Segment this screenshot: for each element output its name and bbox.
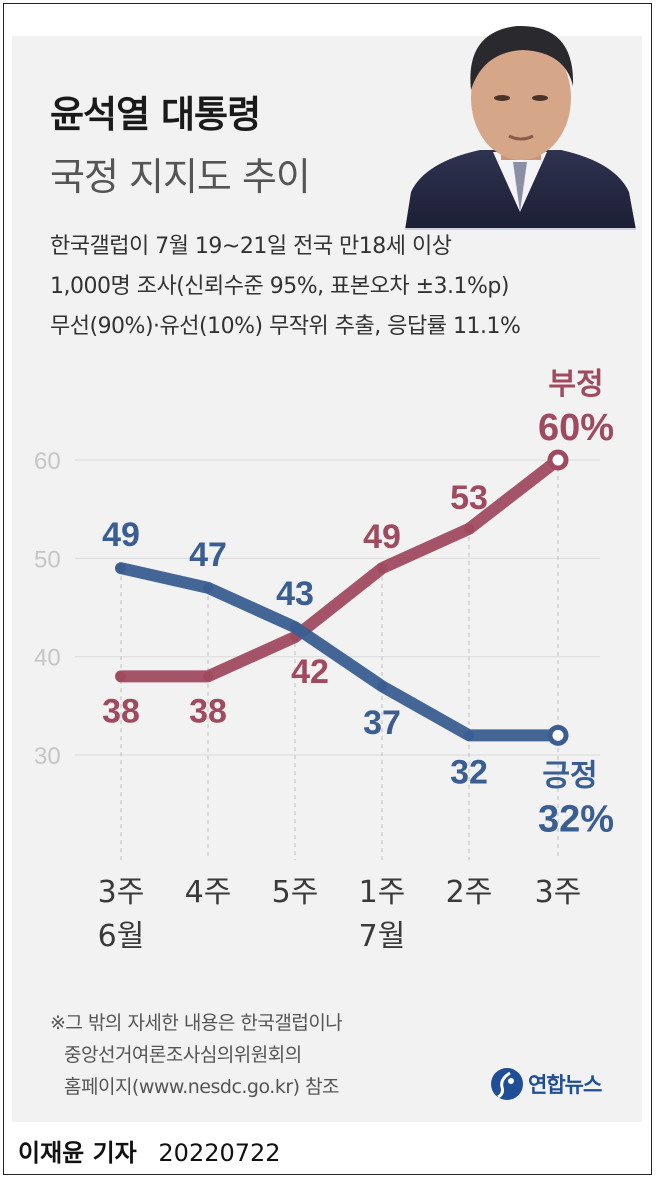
x-tick-label: 3주: [98, 875, 145, 910]
series-line: [115, 562, 564, 742]
series-end-value: 60%: [538, 407, 614, 449]
x-tick-label: 1주: [359, 875, 406, 910]
reporter-name: 이재윤 기자: [18, 1139, 137, 1167]
series-end-value: 32%: [538, 798, 614, 840]
footnote-line: 홈페이지(www.nesdc.go.kr) 참조: [64, 1076, 340, 1098]
data-label: 42: [291, 653, 329, 691]
survey-note-line: 무선(90%)·유선(10%) 무작위 추출, 응답률 11.1%: [50, 314, 521, 339]
data-point: [464, 523, 474, 534]
y-tick-label: 50: [34, 546, 61, 573]
data-label: 37: [363, 704, 401, 742]
chart-title: 윤석열 대통령: [50, 93, 261, 136]
series-name-label: 긍정: [542, 758, 597, 793]
data-point: [203, 582, 213, 593]
end-point: [547, 449, 569, 471]
data-label: 38: [189, 692, 227, 730]
data-point: [377, 681, 387, 692]
y-tick-label: 40: [34, 645, 61, 672]
x-tick-label: 7월: [359, 919, 406, 954]
data-label: 32: [450, 753, 488, 791]
data-point: [377, 563, 387, 574]
data-label: 38: [102, 692, 140, 730]
x-tick-label: 6월: [98, 919, 145, 954]
data-point: [464, 730, 474, 741]
data-point: [203, 671, 213, 682]
series-line: [115, 454, 564, 683]
y-tick-label: 60: [34, 448, 61, 475]
yonhap-logo-icon: [491, 1068, 523, 1100]
data-point: [116, 563, 126, 574]
end-point: [547, 724, 569, 746]
photo-baseline: [405, 228, 636, 230]
data-label: 53: [450, 479, 488, 517]
series-name-label: 부정: [548, 367, 603, 402]
president-photo: [405, 25, 636, 230]
x-tick-label: 5주: [272, 875, 319, 910]
line-chart: 30 40 50 60 3주 6월 4주 5주 1주 7월 2주 3주 38 38 42 49 53 부정 60% 4…: [34, 367, 614, 954]
footnote-line: 중앙선거여론조사심의위원회의: [64, 1044, 302, 1066]
x-tick-label: 3주: [535, 875, 582, 910]
yonhap-logo-text: 연합뉴스: [528, 1073, 602, 1097]
data-point: [290, 622, 300, 633]
data-label: 47: [189, 536, 227, 574]
byline: 이재윤 기자 20220722: [18, 1133, 281, 1168]
chart-subtitle: 국정 지지도 추이: [50, 155, 311, 199]
survey-note-line: 1,000명 조사(신뢰수준 95%, 표본오차 ±3.1%p): [50, 274, 509, 299]
survey-note-line: 한국갤럽이 7월 19~21일 전국 만18세 이상: [50, 234, 452, 259]
x-tick-label: 2주: [446, 875, 493, 910]
yonhap-logo: 연합뉴스: [490, 1067, 602, 1101]
data-point: [116, 671, 126, 682]
data-label: 49: [363, 518, 401, 556]
footnote-line: ※그 밖의 자세한 내용은 한국갤럽이나: [50, 1012, 343, 1034]
publish-date: 20220722: [158, 1139, 281, 1167]
data-label: 49: [102, 516, 140, 554]
x-tick-label: 4주: [185, 875, 232, 910]
data-label: 43: [276, 575, 314, 613]
y-tick-label: 30: [34, 743, 61, 770]
